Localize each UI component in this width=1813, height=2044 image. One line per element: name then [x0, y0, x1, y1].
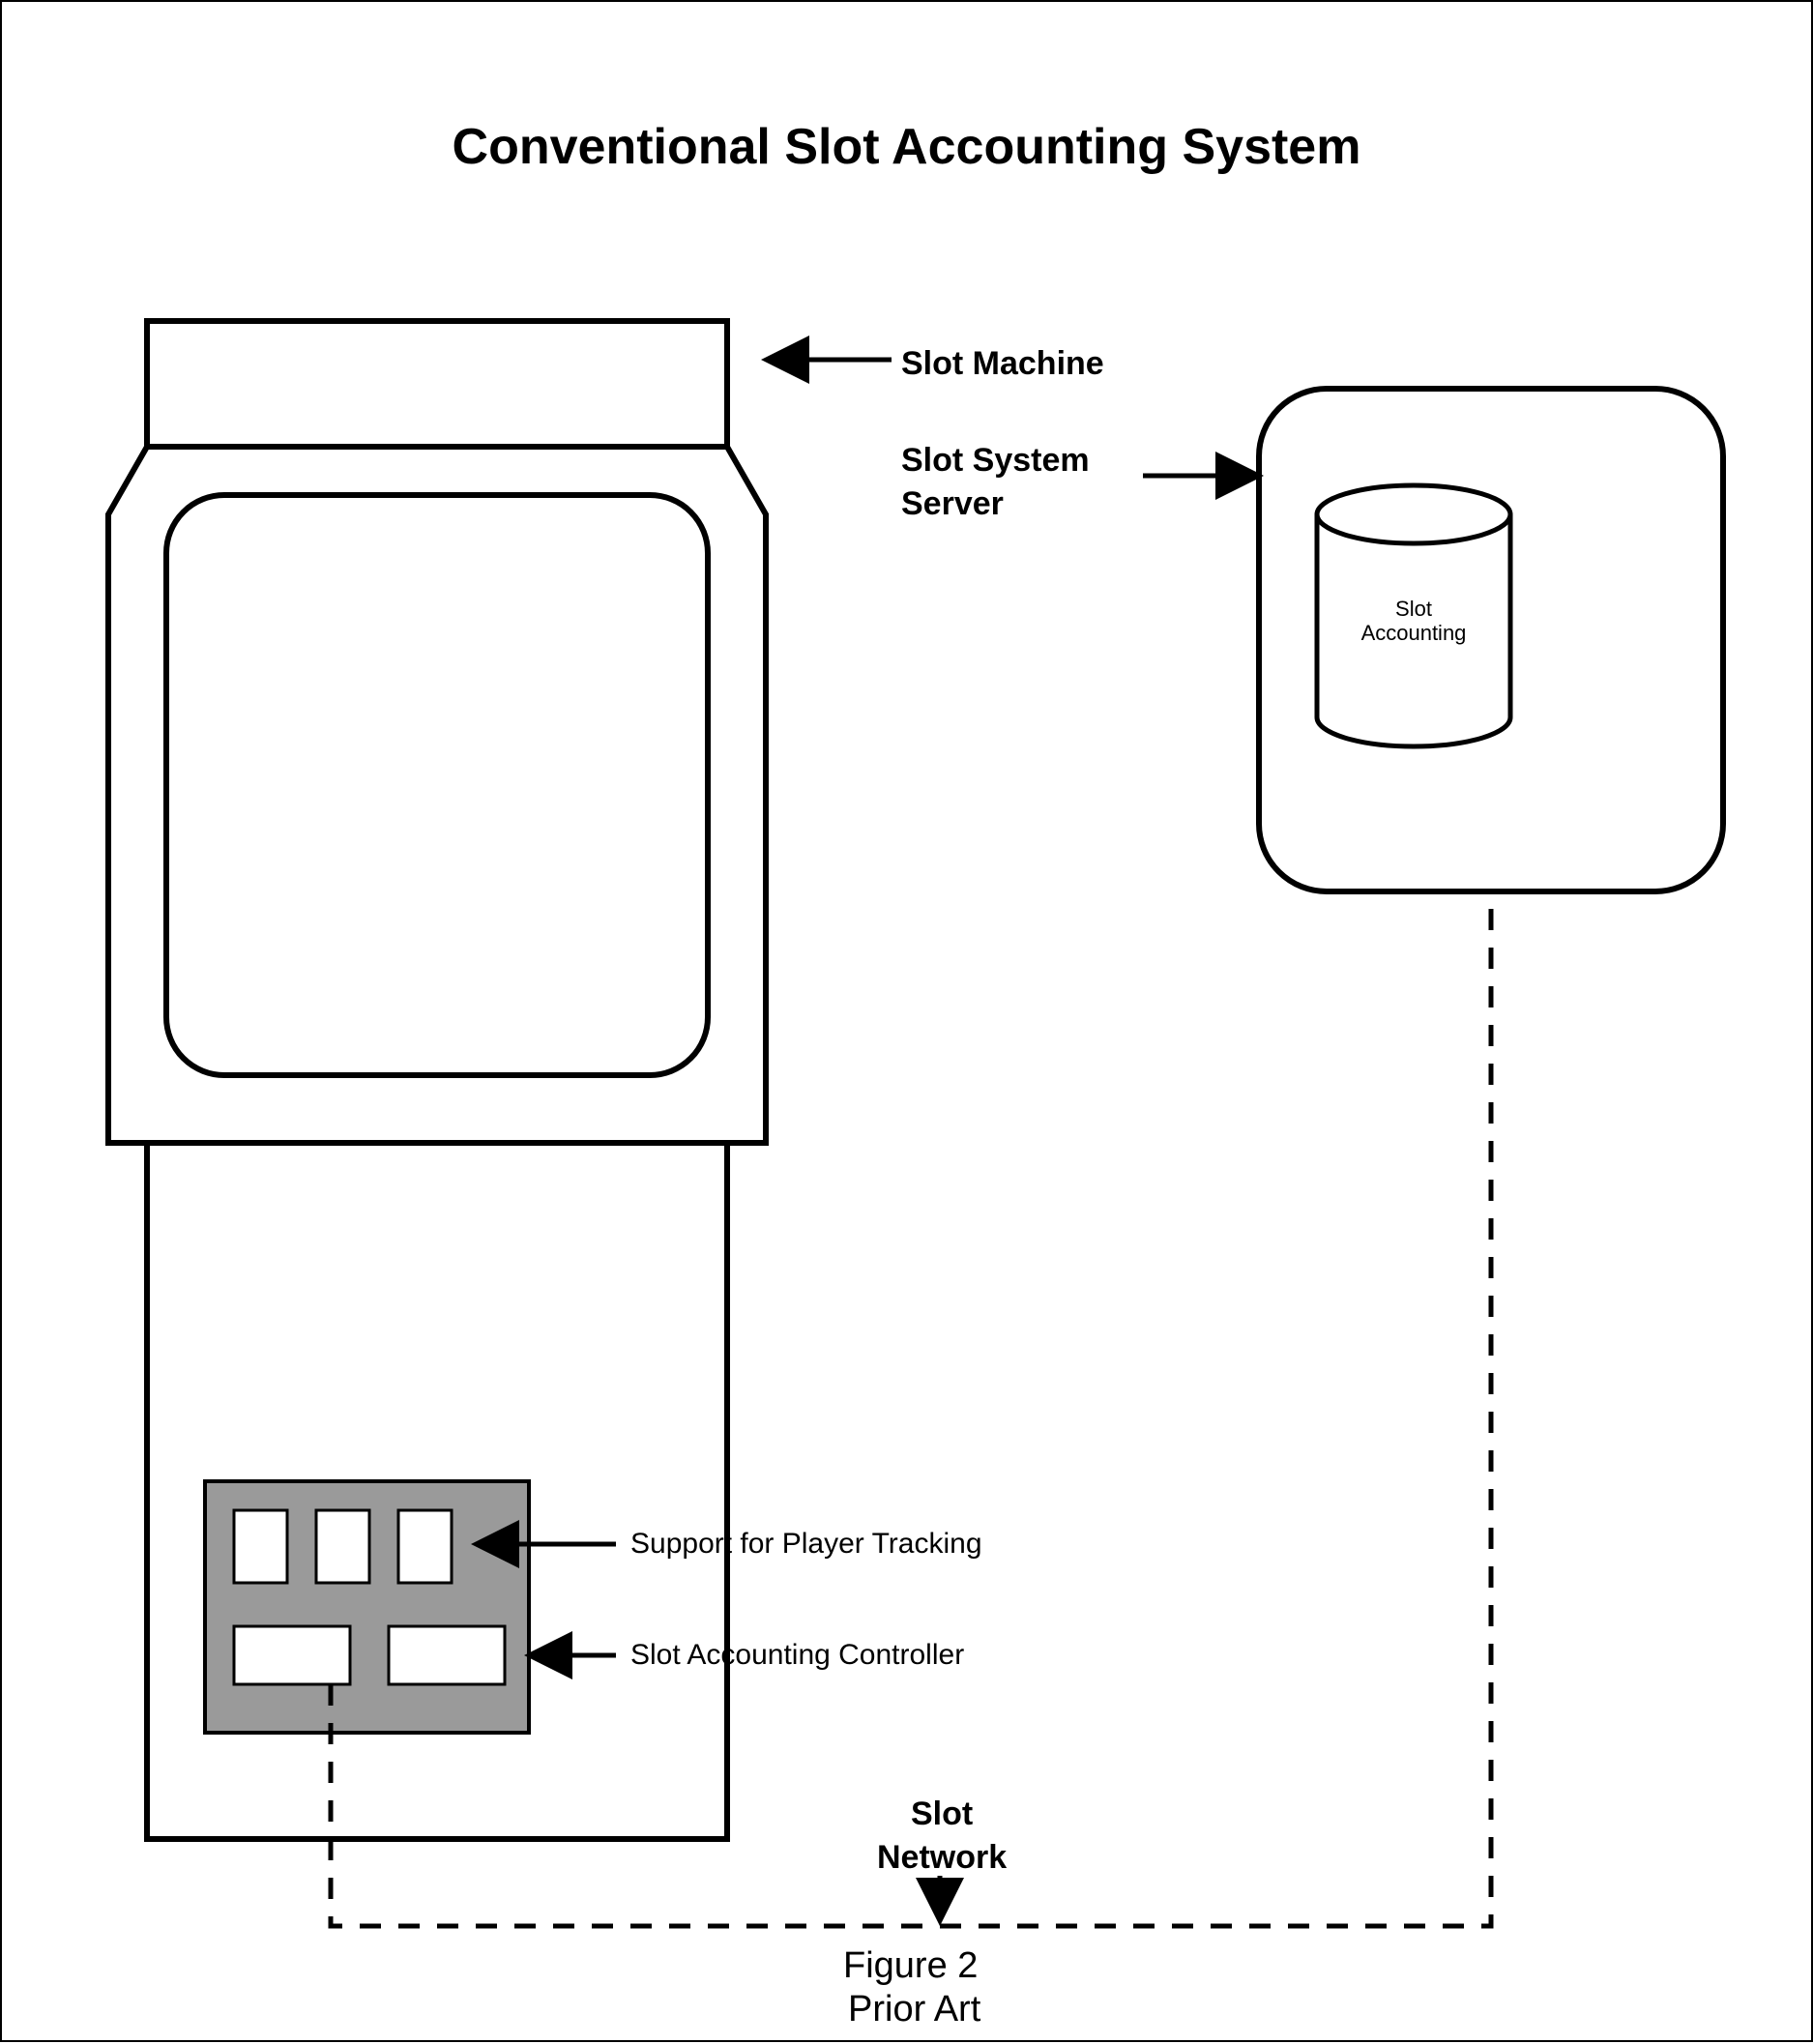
controller-panel	[205, 1481, 529, 1733]
caption-figure: Figure 2	[843, 1945, 978, 1987]
label-server-l2: Server	[901, 485, 1004, 523]
svg-text:Accounting: Accounting	[1361, 621, 1467, 645]
label-tracking: Support for Player Tracking	[630, 1528, 982, 1561]
svg-text:Slot: Slot	[1395, 597, 1432, 621]
diagram-svg: Slot Accounting	[2, 2, 1813, 2044]
label-server-l1: Slot System	[901, 442, 1090, 480]
label-network-l2: Network	[877, 1839, 1007, 1877]
page-frame: Conventional Slot Accounting System	[0, 0, 1813, 2042]
label-network-l1: Slot	[911, 1796, 973, 1833]
label-slot-machine: Slot Machine	[901, 345, 1104, 383]
label-controller: Slot Accounting Controller	[630, 1639, 964, 1672]
caption-prior-art: Prior Art	[848, 1989, 980, 2030]
